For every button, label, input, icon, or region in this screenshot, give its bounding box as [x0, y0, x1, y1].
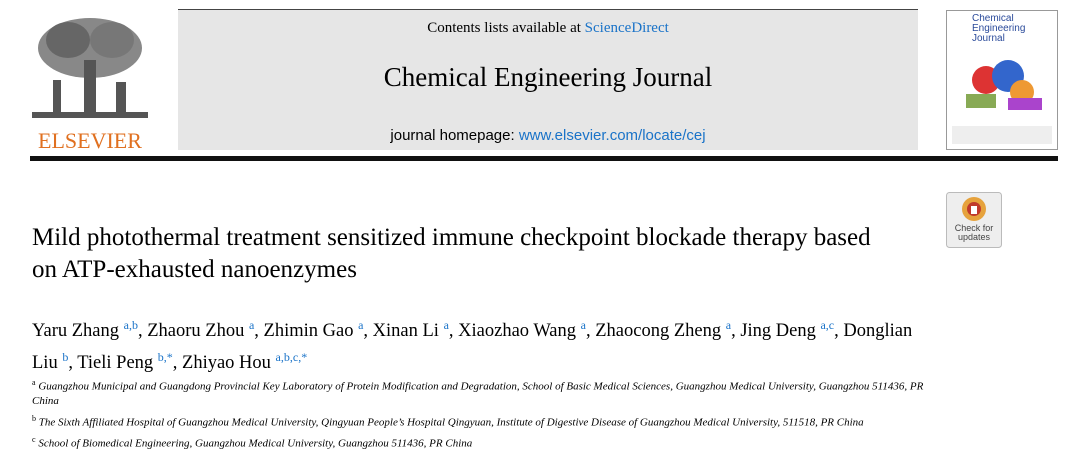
- author-name: Jing Deng: [740, 321, 816, 342]
- author-name: Tieli Peng: [77, 353, 154, 374]
- header-box: [178, 10, 918, 150]
- author-separator: ,: [254, 321, 259, 342]
- author-separator: ,: [363, 321, 369, 342]
- author-superscript: a: [725, 318, 732, 332]
- publisher: ELSEVIER: [38, 128, 142, 152]
- elsevier-logo: ELSEVIER: [28, 10, 152, 152]
- author-name: Xiaozhao Wang: [458, 321, 577, 342]
- journal-name: Chemical Engineering Journal: [383, 62, 713, 92]
- author-name: Donglian Liu: [32, 321, 913, 374]
- author-separator: ,: [585, 321, 591, 342]
- author-name: Zhiyao Hou: [182, 353, 271, 374]
- author-name: Yaru Zhang: [32, 321, 120, 342]
- author-superscript: a,b: [123, 318, 138, 332]
- header-rule: [30, 156, 1058, 161]
- author-name: Zhaoru Zhou: [147, 321, 245, 342]
- affiliation: c School of Biomedical Engineering, Guan…: [32, 433, 932, 451]
- contents-line: Contents lists available at ScienceDirec…: [178, 20, 918, 37]
- author-name: Xinan Li: [372, 321, 439, 342]
- author-superscript: a: [580, 318, 586, 332]
- top-line: [178, 9, 918, 10]
- author-list: Yaru Zhang a,b, Zhaoru Zhou a, Zhimin Ga…: [32, 312, 932, 376]
- author-separator: ,: [731, 321, 736, 342]
- journal-cover: Chemical Engineering Journal: [946, 10, 1058, 150]
- author-superscript: a,b,c,*: [275, 350, 308, 365]
- author-superscript: a: [248, 318, 255, 332]
- homepage-prefix: journal homepage:: [390, 127, 515, 144]
- affiliation-list: a Guangzhou Municipal and Guangdong Prov…: [32, 376, 932, 454]
- author-separator: ,: [172, 353, 178, 374]
- cover-title: Chemical Engineering Journal: [972, 14, 1026, 44]
- author-name: Zhaocong Zheng: [595, 321, 722, 342]
- author-superscript: a: [443, 318, 449, 332]
- affiliation-text: School of Biomedical Engineering, Guangz…: [38, 437, 473, 450]
- homepage-line: journal homepage: www.elsevier.com/locat…: [178, 127, 918, 144]
- author-superscript: b: [62, 350, 69, 365]
- affiliation-text: The Sixth Affiliated Hospital of Guangzh…: [38, 416, 864, 429]
- article-title: Mild photothermal treatment sensitized i…: [32, 224, 871, 283]
- contents-prefix: Contents lists available at: [427, 20, 581, 36]
- affiliation: a Guangzhou Municipal and Guangdong Prov…: [32, 376, 932, 409]
- affiliation-label: a: [32, 378, 36, 387]
- affiliation-text: Guangzhou Municipal and Guangdong Provin…: [32, 380, 924, 408]
- author-superscript: a,c: [820, 318, 835, 332]
- author-separator: ,: [68, 353, 73, 374]
- check-updates-badge[interactable]: Check for updates: [946, 192, 1002, 248]
- badge-label: Check for updates: [954, 224, 994, 242]
- author-name: Zhimin Gao: [263, 321, 354, 342]
- affiliation: b The Sixth Affiliated Hospital of Guang…: [32, 412, 932, 430]
- author-superscript: b,*: [157, 350, 173, 365]
- author-superscript: a: [358, 318, 364, 332]
- sciencedirect-link[interactable]: ScienceDirect: [584, 20, 669, 36]
- affiliation-label: c: [32, 434, 36, 444]
- author-separator: ,: [834, 321, 839, 342]
- homepage-link[interactable]: www.elsevier.com/locate/cej: [518, 127, 706, 144]
- affiliation-label: b: [32, 413, 36, 423]
- author-separator: ,: [137, 321, 143, 342]
- author-separator: ,: [448, 321, 454, 342]
